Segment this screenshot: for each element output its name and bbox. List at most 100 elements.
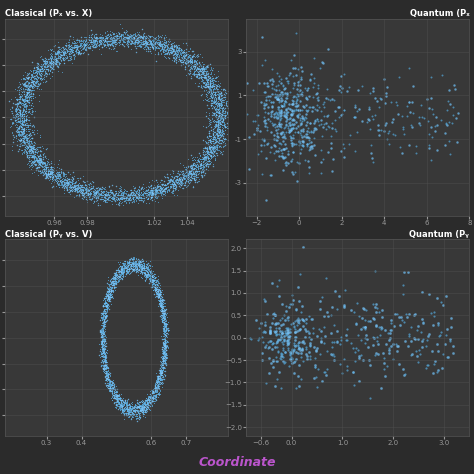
Point <box>157 297 164 304</box>
Point <box>161 347 168 355</box>
Point <box>107 192 114 200</box>
Point <box>143 34 150 42</box>
Point <box>155 283 163 291</box>
Point <box>197 71 205 78</box>
Point <box>142 402 150 410</box>
Point <box>199 68 206 76</box>
Point <box>100 345 108 352</box>
Point <box>213 118 221 126</box>
Point <box>75 187 82 194</box>
Point <box>122 194 129 202</box>
Point <box>21 107 29 114</box>
Point <box>110 34 118 42</box>
Point <box>200 64 207 71</box>
Point <box>316 64 324 72</box>
Point <box>41 56 48 64</box>
Point <box>419 337 426 345</box>
Point <box>195 65 202 73</box>
Point <box>217 120 225 128</box>
Point <box>40 59 47 66</box>
Point <box>424 361 432 368</box>
Point <box>160 339 168 347</box>
Point <box>200 70 207 78</box>
Point <box>98 337 105 345</box>
Point <box>110 191 118 199</box>
Point <box>197 171 205 179</box>
Point <box>152 283 159 291</box>
Point <box>161 351 169 359</box>
Point <box>302 110 310 118</box>
Point <box>191 165 199 173</box>
Point <box>48 60 55 67</box>
Point <box>26 148 33 155</box>
Point <box>132 405 140 412</box>
Point <box>214 68 221 75</box>
Point <box>207 93 214 100</box>
Point <box>273 137 281 144</box>
Point <box>169 181 177 189</box>
Point <box>279 166 287 173</box>
Point <box>153 39 160 47</box>
Point <box>128 408 136 415</box>
Point <box>307 70 315 77</box>
Point <box>218 148 225 156</box>
Point <box>191 68 198 76</box>
Point <box>191 62 198 70</box>
Point <box>189 62 197 70</box>
Point <box>268 80 275 88</box>
Point <box>160 308 168 315</box>
Point <box>208 92 215 100</box>
Point <box>119 191 127 199</box>
Point <box>125 270 132 278</box>
Point <box>154 186 161 194</box>
Point <box>200 67 208 75</box>
Point <box>110 385 118 393</box>
Point <box>117 270 125 277</box>
Point <box>127 403 134 411</box>
Point <box>267 110 274 118</box>
Point <box>101 315 109 323</box>
Point <box>142 401 149 409</box>
Point <box>91 35 99 42</box>
Point <box>107 287 115 295</box>
Point <box>146 407 154 414</box>
Point <box>97 38 104 46</box>
Point <box>112 270 120 278</box>
Point <box>15 110 22 118</box>
Point <box>39 64 46 72</box>
Point <box>99 188 106 196</box>
Point <box>284 336 292 344</box>
Point <box>84 180 92 188</box>
Point <box>207 126 215 134</box>
Point <box>294 342 302 349</box>
Point <box>115 29 123 37</box>
Point <box>161 184 169 191</box>
Point <box>219 147 227 155</box>
Point <box>216 131 224 138</box>
Point <box>151 388 159 395</box>
Point <box>201 78 208 86</box>
Point <box>114 277 122 285</box>
Point <box>136 191 143 199</box>
Point <box>211 146 219 154</box>
Point <box>160 341 167 349</box>
Point <box>197 159 205 166</box>
Point <box>277 107 285 114</box>
Point <box>185 66 192 74</box>
Point <box>223 108 230 116</box>
Point <box>297 120 305 128</box>
Point <box>158 371 166 378</box>
Point <box>210 99 218 106</box>
Point <box>75 182 82 189</box>
Point <box>114 392 121 400</box>
Point <box>189 161 197 168</box>
Point <box>96 36 104 44</box>
Point <box>208 97 215 104</box>
Point <box>117 268 125 276</box>
Point <box>128 405 136 413</box>
Point <box>161 365 169 372</box>
Point <box>297 73 305 81</box>
Point <box>99 334 107 341</box>
Point <box>162 305 170 312</box>
Point <box>28 78 36 86</box>
